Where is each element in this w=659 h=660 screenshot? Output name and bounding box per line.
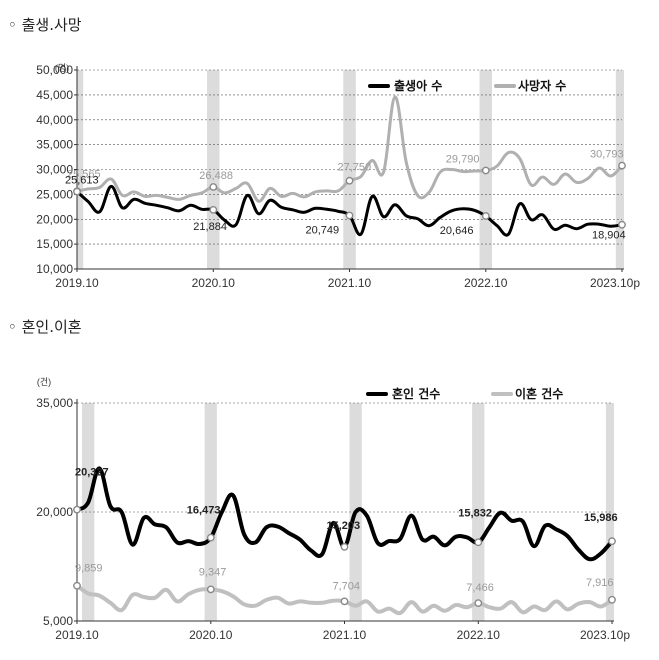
series-1-marker-4 xyxy=(618,161,626,170)
x-tick-label-4: 2023.10p xyxy=(590,276,640,290)
legend-label-0: 혼인 건수 xyxy=(392,386,440,401)
data-label-5: 7,704 xyxy=(333,580,361,592)
data-label-1: 25,613 xyxy=(65,174,99,186)
data-label-6: 15,832 xyxy=(458,507,492,519)
x-tick-label-0: 2019.10 xyxy=(55,628,99,642)
series-0-marker-1 xyxy=(209,205,218,214)
data-label-5: 27,750 xyxy=(338,162,372,174)
legend-label-1: 사망자 수 xyxy=(518,78,566,93)
section-title-marriages-divorces: ◦ 혼인.이혼 xyxy=(8,318,82,336)
chart-0-group: 10,000 15,000 20,000 25,000 30,000 35,000 40,0… xyxy=(36,63,640,290)
x-tick-label-3: 2022.10 xyxy=(464,276,508,290)
y-tick-label-5: 35,000 xyxy=(36,138,73,152)
data-label-0: 25,565 xyxy=(67,169,101,181)
y-tick-label-4: 30,000 xyxy=(36,163,73,177)
y-tick-label-2: 20,000 xyxy=(36,212,73,226)
series-0-marker-2 xyxy=(340,543,349,551)
series-0-marker-1 xyxy=(206,533,215,542)
series-1-marker-3 xyxy=(474,599,483,607)
data-label-9: 7,916 xyxy=(586,577,614,589)
x-tick-label-1: 2020.10 xyxy=(192,276,236,290)
y-tick-label-8: 50,000 xyxy=(36,63,73,77)
data-label-3: 9,347 xyxy=(199,566,227,578)
series-0-marker-3 xyxy=(481,212,490,220)
series-1-marker-3 xyxy=(481,166,490,175)
y-tick-label-6: 40,000 xyxy=(36,113,73,127)
x-tick-label-2: 2021.10 xyxy=(328,276,372,290)
series-1-marker-1 xyxy=(206,585,215,594)
series-0-marker-4 xyxy=(608,537,616,546)
series-0-marker-0 xyxy=(73,187,81,196)
unit-label: (건) xyxy=(37,377,51,387)
data-label-3: 26,488 xyxy=(199,170,233,182)
data-label-4: 15,203 xyxy=(327,520,361,532)
y-tick-label-2: 35,000 xyxy=(36,396,73,410)
y-tick-label-1: 20,000 xyxy=(36,505,73,519)
data-label-2: 21,884 xyxy=(193,221,227,233)
x-tick-label-3: 2022.10 xyxy=(457,628,501,642)
series-0-marker-4 xyxy=(618,220,626,229)
shaded-band-0 xyxy=(77,70,84,269)
y-tick-label-3: 25,000 xyxy=(36,187,73,201)
data-label-7: 7,466 xyxy=(466,582,494,594)
data-label-4: 20,749 xyxy=(306,225,340,237)
series-1-marker-0 xyxy=(73,581,81,590)
series-0-marker-2 xyxy=(345,211,354,220)
series-1-marker-4 xyxy=(608,595,616,604)
shaded-band-0 xyxy=(82,403,95,621)
y-tick-label-7: 45,000 xyxy=(36,88,73,102)
legend-label-0: 출생아 수 xyxy=(394,78,442,93)
data-label-2: 16,473 xyxy=(187,505,221,517)
y-tick-label-0: 10,000 xyxy=(36,262,73,276)
legend-label-1: 이혼 건수 xyxy=(515,386,563,401)
series-1-marker-1 xyxy=(209,183,218,191)
unit-label: (명) xyxy=(55,63,69,73)
data-label-8: 15,986 xyxy=(584,512,618,524)
series-0-marker-3 xyxy=(474,538,483,547)
data-label-1: 9,859 xyxy=(75,563,103,575)
section-title-births-deaths: ◦ 출생.사망 xyxy=(8,16,82,34)
x-tick-label-2: 2021.10 xyxy=(323,628,367,642)
data-label-7: 29,790 xyxy=(446,154,480,166)
series-1-marker-2 xyxy=(340,597,349,606)
x-tick-label-1: 2020.10 xyxy=(189,628,233,642)
series-0-marker-0 xyxy=(73,505,81,514)
data-label-0: 20,327 xyxy=(75,467,109,479)
data-label-6: 20,646 xyxy=(440,225,474,237)
series-1-marker-2 xyxy=(345,176,354,185)
x-tick-label-0: 2019.10 xyxy=(55,276,99,290)
x-tick-label-4: 2023.10p xyxy=(580,628,630,642)
y-tick-label-1: 15,000 xyxy=(36,237,73,251)
data-label-8: 18,904 xyxy=(592,230,626,242)
chart-1-group: 5,000 20,000 35,000 2019.10 2020.10 2021.10 20… xyxy=(36,377,630,642)
data-label-9: 30,793 xyxy=(590,149,624,161)
y-tick-label-0: 5,000 xyxy=(43,614,73,628)
